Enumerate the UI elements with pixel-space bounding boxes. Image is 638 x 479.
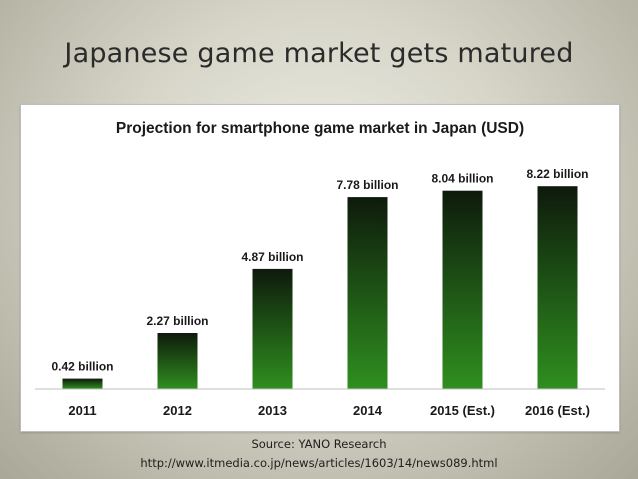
bar-6: [537, 186, 578, 389]
x-tick-label-6: 2016 (Est.): [525, 403, 590, 418]
bar-2: [157, 333, 198, 389]
data-label-1: 0.42 billion: [51, 360, 113, 374]
x-tick-label-3: 2013: [258, 403, 287, 418]
data-label-5: 8.04 billion: [431, 172, 493, 186]
data-label-4: 7.78 billion: [336, 178, 398, 192]
slide-title: Japanese game market gets matured: [64, 38, 574, 69]
data-label-6: 8.22 billion: [526, 167, 588, 181]
x-tick-label-4: 2014: [353, 403, 383, 418]
bar-1: [62, 378, 103, 389]
x-tick-label-5: 2015 (Est.): [430, 403, 495, 418]
bar-3: [252, 268, 293, 389]
x-tick-label-2: 2012: [163, 403, 192, 418]
source-url: http://www.itmedia.co.jp/news/articles/1…: [140, 456, 498, 470]
bar-5: [442, 190, 483, 389]
data-label-2: 2.27 billion: [146, 314, 208, 328]
chart-panel: Projection for smartphone game market in…: [20, 104, 620, 432]
data-label-3: 4.87 billion: [241, 250, 303, 264]
x-tick-label-1: 2011: [68, 403, 96, 418]
bar-chart: Projection for smartphone game market in…: [35, 120, 605, 418]
chart-title: Projection for smartphone game market in…: [116, 120, 524, 137]
bar-4: [347, 197, 388, 389]
source-credit: Source: YANO Research: [251, 437, 387, 451]
